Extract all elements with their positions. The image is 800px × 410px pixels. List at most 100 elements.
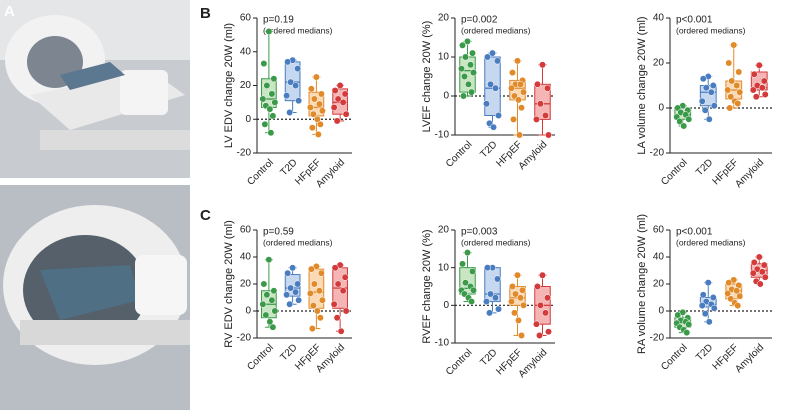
point (736, 88, 744, 96)
point (705, 318, 713, 326)
point (287, 78, 295, 86)
point (730, 41, 738, 49)
point (310, 280, 318, 288)
point (318, 296, 326, 304)
point (486, 309, 493, 317)
point (265, 28, 273, 35)
photo-bottom (0, 185, 190, 410)
point (459, 41, 466, 49)
point (758, 268, 766, 276)
point (487, 290, 494, 298)
point (484, 53, 491, 61)
point (287, 284, 295, 292)
annotation: p=0.59 (263, 227, 294, 238)
point (537, 100, 544, 108)
point (292, 288, 300, 296)
y-tick-label: 0 (658, 103, 664, 114)
point (685, 321, 693, 328)
point (318, 107, 326, 115)
y-tick-label: 10 (438, 52, 450, 63)
point (758, 84, 766, 92)
point (518, 104, 525, 112)
point (263, 82, 271, 89)
y-axis-label: RA volume change 20W (ml) (636, 214, 648, 354)
x-tick-label: T2D (478, 347, 499, 368)
point (468, 298, 475, 306)
point (330, 300, 338, 308)
point (495, 112, 502, 119)
point (728, 77, 736, 85)
point (544, 294, 551, 302)
point (517, 294, 524, 302)
annotation: p<0.001 (676, 227, 713, 238)
point (267, 129, 275, 137)
point (733, 287, 741, 295)
point (268, 90, 276, 98)
point (725, 59, 733, 67)
point (726, 104, 734, 112)
y-tick-label: 40 (653, 252, 665, 263)
point (464, 249, 471, 257)
point (727, 93, 735, 101)
y-axis-label: LVEF change 20W (%) (421, 21, 433, 133)
point (514, 271, 521, 279)
point (259, 95, 267, 103)
point (467, 61, 474, 69)
photo-top (0, 0, 190, 178)
y-tick-label: -20 (237, 148, 252, 159)
panel-label: C (200, 207, 211, 224)
point (520, 301, 527, 309)
point (545, 131, 552, 139)
point (266, 105, 274, 113)
x-tick-label: T2D (694, 157, 715, 178)
x-tick-label: Control (659, 342, 690, 373)
point (309, 110, 317, 118)
y-tick-label: 20 (653, 279, 665, 290)
y-axis-label: LA volume change 20W (ml) (636, 16, 648, 154)
y-tick-label: 0 (245, 306, 251, 317)
y-tick-label: 20 (653, 58, 665, 69)
point (269, 323, 277, 331)
annotation: (ordered medians) (676, 237, 746, 247)
y-tick-label: 10 (438, 262, 450, 273)
y-tick-label: 20 (438, 13, 450, 24)
point (544, 84, 551, 92)
point (309, 302, 317, 310)
point (468, 88, 475, 96)
point (315, 287, 323, 295)
annotation: p=0.002 (461, 15, 498, 26)
y-tick-label: -20 (650, 333, 665, 344)
point (495, 305, 502, 313)
x-tick-label: Control (444, 139, 475, 170)
point (709, 294, 717, 301)
point (336, 82, 344, 89)
point (508, 84, 515, 92)
point (341, 90, 349, 98)
point (315, 100, 323, 108)
x-tick-label: Amyloid (733, 342, 766, 375)
point (341, 273, 349, 281)
point (516, 131, 523, 139)
panel-label: A (4, 3, 15, 20)
point (262, 311, 270, 319)
point (685, 115, 693, 123)
point (518, 332, 525, 339)
point (698, 97, 706, 105)
y-tick-label: 60 (653, 225, 665, 236)
point (337, 327, 345, 335)
y-tick-label: 0 (245, 114, 251, 125)
point (286, 109, 294, 116)
point (509, 69, 516, 77)
point (701, 106, 709, 114)
y-tick-label: 40 (653, 13, 665, 24)
point (316, 120, 324, 128)
point (509, 283, 516, 290)
point (683, 329, 691, 337)
y-axis-label: RVEF change 20W (%) (421, 229, 433, 343)
point (317, 269, 325, 277)
point (330, 103, 338, 111)
point (339, 287, 347, 295)
x-tick-label: Amyloid (733, 157, 766, 190)
point (734, 302, 742, 310)
